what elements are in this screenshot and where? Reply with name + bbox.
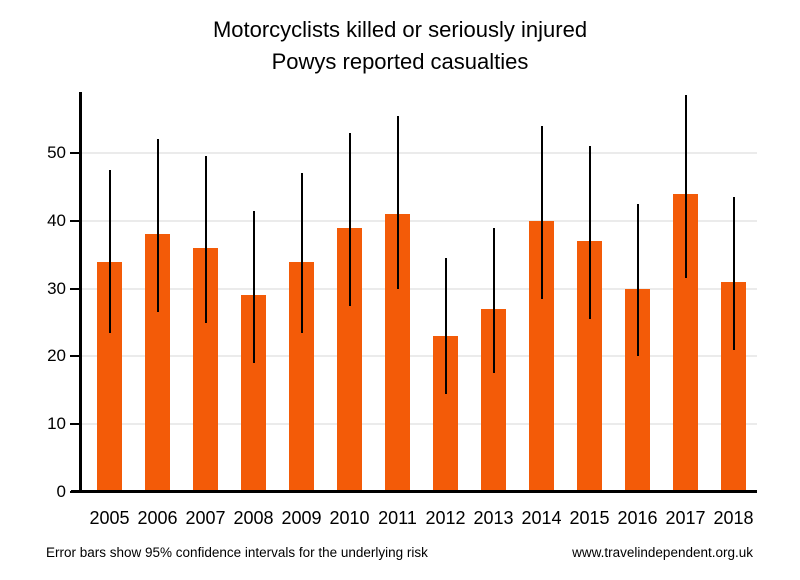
website-credit: www.travelindependent.org.uk: [572, 545, 753, 560]
y-tick-label-50: 50: [47, 143, 66, 163]
error-bar-2008: [252, 210, 255, 364]
gridline-30: [80, 287, 757, 290]
x-tick-label-2014: 2014: [521, 508, 562, 528]
x-tick-label-2010: 2010: [329, 508, 370, 528]
error-bar-2005: [108, 169, 111, 333]
error-bar-2007: [204, 156, 207, 323]
x-tick-label-2018: 2018: [713, 508, 754, 528]
x-tick-label-2012: 2012: [425, 508, 466, 528]
error-bar-2006: [156, 139, 159, 313]
gridline-20: [80, 355, 757, 358]
error-bar-2015: [588, 146, 591, 320]
error-bar-2013: [492, 227, 495, 374]
gridline-40: [80, 219, 757, 222]
x-tick-label-2006: 2006: [137, 508, 178, 528]
error-bar-2016: [636, 203, 639, 357]
x-tick-label-2005: 2005: [89, 508, 130, 528]
y-tick-label-10: 10: [47, 414, 66, 434]
x-tick-label-2008: 2008: [233, 508, 274, 528]
y-tick-20: [70, 355, 79, 358]
error-bar-2009: [300, 173, 303, 333]
x-tick-label-2016: 2016: [617, 508, 658, 528]
y-tick-30: [70, 287, 79, 290]
y-tick-label-0: 0: [56, 482, 66, 501]
chart-title-block: Motorcyclists killed or seriously injure…: [0, 14, 800, 78]
x-tick-label-2017: 2017: [665, 508, 706, 528]
plot-area: [79, 92, 757, 492]
x-tick-label-2011: 2011: [378, 508, 417, 528]
y-tick-50: [70, 152, 79, 155]
error-bar-2017: [684, 95, 687, 279]
error-bar-2010: [348, 132, 351, 306]
x-tick-label-2013: 2013: [473, 508, 514, 528]
error-bar-2012: [444, 258, 447, 394]
x-tick-label-2015: 2015: [569, 508, 610, 528]
error-bar-note: Error bars show 95% confidence intervals…: [46, 545, 428, 560]
chart-title: Motorcyclists killed or seriously injure…: [212, 17, 588, 42]
y-tick-40: [70, 219, 79, 222]
chart-subtitle: Powys reported casualties: [271, 49, 529, 74]
gridline-50: [80, 152, 757, 155]
error-bar-2011: [396, 115, 399, 289]
y-axis-line: [79, 92, 82, 492]
y-tick-10: [70, 423, 79, 426]
y-tick-0: [70, 491, 79, 493]
x-axis-line: [71, 490, 757, 493]
x-tick-label-2007: 2007: [185, 508, 226, 528]
y-tick-label-20: 20: [47, 346, 66, 366]
y-tick-label-30: 30: [47, 278, 66, 298]
gridline-10: [80, 423, 757, 426]
error-bar-2018: [732, 197, 735, 350]
error-bar-2014: [540, 125, 543, 299]
x-tick-label-2009: 2009: [281, 508, 322, 528]
y-tick-label-40: 40: [47, 210, 66, 230]
